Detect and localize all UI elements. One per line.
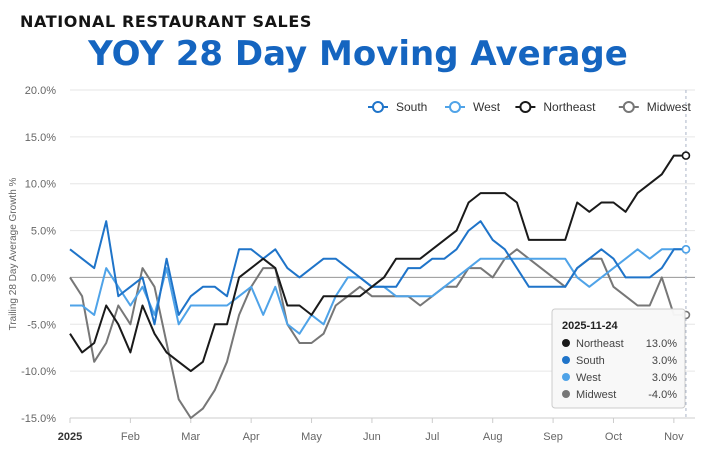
y-tick-label: 5.0% [31, 226, 56, 238]
tooltip-swatch [562, 356, 570, 364]
x-tick-label: Nov [664, 431, 684, 443]
legend-item-west[interactable]: West [445, 100, 501, 114]
x-tick-label: Jul [425, 431, 439, 443]
tooltip-series-name: Northeast [576, 338, 624, 350]
legend-swatch-marker [519, 101, 532, 113]
y-tick-label: -5.0% [27, 319, 56, 331]
tooltip-swatch [562, 373, 570, 381]
data-point-west [681, 245, 691, 254]
y-tick-label: 10.0% [25, 179, 56, 191]
tooltip-series-name: South [576, 355, 605, 367]
x-tick-label: 2025 [58, 431, 82, 443]
x-axis-ticks: 2025 Feb Mar Apr May Jun Jul Aug Sep Oct Nov [58, 418, 684, 443]
y-tick-label: -10.0% [21, 366, 56, 378]
y-axis-label: Trailing 28 Day Average Growth % [8, 177, 19, 330]
x-tick-label: Aug [483, 431, 503, 443]
tooltip-date: 2025-11-24 [562, 320, 619, 332]
series-line-south [69, 220, 686, 326]
legend-label: South [396, 100, 427, 114]
y-axis-ticks: 20.0% 15.0% 10.0% 5.0% 0.0% -5.0% -10.0% -15.0% [21, 85, 56, 425]
legend-item-south[interactable]: South [368, 100, 427, 114]
x-tick-label: Sep [543, 431, 563, 443]
y-grid [70, 89, 695, 419]
y-tick-label: -15.0% [21, 413, 56, 425]
y-tick-label: 20.0% [25, 85, 56, 97]
chart-title: YOY 28 Day Moving Average [88, 34, 628, 74]
legend-label: Midwest [647, 100, 692, 114]
legend-swatch-marker [622, 101, 635, 113]
legend-item-northeast[interactable]: Northeast [515, 100, 596, 114]
legend-label: Northeast [543, 100, 596, 114]
tooltip-series-name: Midwest [576, 389, 616, 401]
legend-swatch-marker [449, 101, 461, 113]
tooltip: 2025-11-24 Northeast 13.0% South 3.0% West 3.0… [551, 308, 686, 409]
tooltip-series-value: 13.0% [646, 338, 677, 350]
x-tick-label: Mar [181, 431, 200, 443]
series-lines [69, 154, 686, 419]
tooltip-series-name: West [576, 372, 601, 384]
data-point-northeast [681, 151, 691, 160]
chart-supertitle: NATIONAL RESTAURANT SALES [20, 12, 312, 31]
tooltip-box [551, 308, 686, 409]
tooltip-series-value: 3.0% [652, 355, 677, 367]
tooltip-series-value: -4.0% [648, 389, 677, 401]
y-tick-label: 15.0% [25, 132, 56, 144]
legend-swatch-marker [372, 101, 384, 113]
legend-item-midwest[interactable]: Midwest [618, 100, 692, 114]
y-tick-label: 0.0% [31, 272, 56, 284]
tooltip-swatch [562, 339, 570, 347]
x-tick-label: Oct [605, 431, 622, 443]
tooltip-swatch [562, 390, 570, 398]
legend-label: West [473, 100, 501, 114]
series-line-northeast [69, 154, 686, 373]
x-tick-label: Feb [121, 431, 140, 443]
x-tick-label: Jun [363, 431, 381, 443]
x-tick-label: May [301, 431, 322, 443]
tooltip-series-value: 3.0% [652, 372, 677, 384]
x-tick-label: Apr [243, 431, 260, 443]
legend[interactable]: South West Northeast Midwest [368, 100, 691, 114]
